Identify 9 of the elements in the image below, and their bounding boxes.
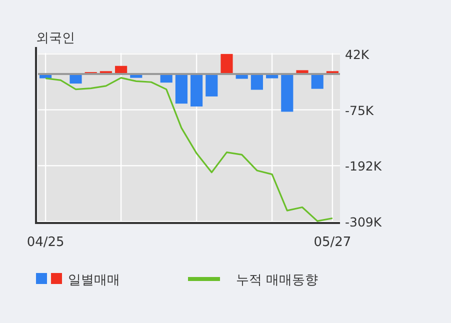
y-tick-label: -75K (345, 102, 374, 118)
y-tick-label: 42K (345, 46, 370, 62)
legend-label: 누적 매매동향 (236, 273, 318, 288)
x-tick-label: 04/25 (26, 235, 64, 250)
legend-label: 일별매매 (68, 273, 120, 288)
chart-title: 외국인 (36, 31, 75, 46)
x-tick-label: 05/27 (314, 235, 352, 250)
y-tick-label: -192K (345, 158, 382, 174)
y-tick-label: -309K (345, 214, 382, 230)
